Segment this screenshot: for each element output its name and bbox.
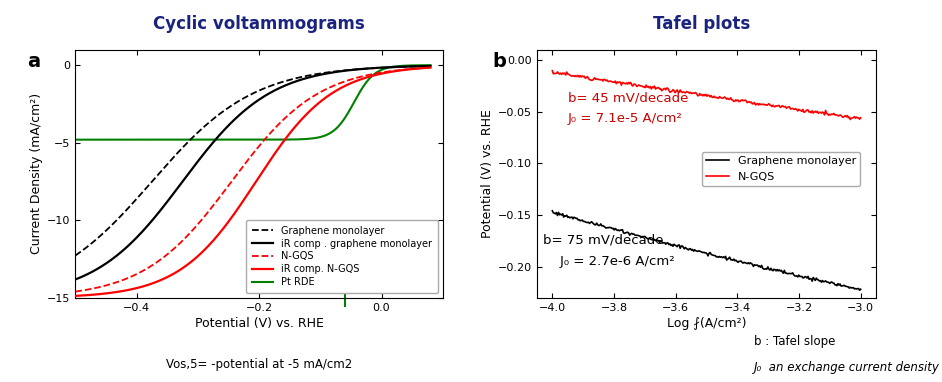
Text: a: a — [27, 52, 41, 71]
X-axis label: Log ⨏(A/cm²): Log ⨏(A/cm²) — [667, 317, 746, 330]
Text: J₀ = 2.7e-6 A/cm²: J₀ = 2.7e-6 A/cm² — [544, 254, 674, 267]
Legend: Graphene monolayer, iR comp . graphene monolayer, N-GQS, iR comp. N-GQS, Pt RDE: Graphene monolayer, iR comp . graphene m… — [246, 220, 438, 293]
Text: J₀  an exchange current density: J₀ an exchange current density — [754, 361, 939, 374]
Text: b: b — [493, 52, 507, 71]
Text: b= 75 mV/decade: b= 75 mV/decade — [544, 234, 663, 247]
Text: Vos,5= -potential at -5 mA/cm2: Vos,5= -potential at -5 mA/cm2 — [166, 358, 352, 371]
Legend: Graphene monolayer, N-GQS: Graphene monolayer, N-GQS — [702, 152, 860, 186]
Text: b= 45 mV/decade: b= 45 mV/decade — [568, 91, 689, 104]
Y-axis label: Potential (V) vs. RHE: Potential (V) vs. RHE — [480, 109, 494, 238]
Text: J₀ = 7.1e-5 A/cm²: J₀ = 7.1e-5 A/cm² — [568, 112, 683, 125]
Text: b : Tafel slope: b : Tafel slope — [754, 335, 835, 348]
X-axis label: Potential (V) vs. RHE: Potential (V) vs. RHE — [195, 317, 323, 330]
Text: Cyclic voltammograms: Cyclic voltammograms — [154, 15, 365, 33]
Text: Tafel plots: Tafel plots — [653, 15, 751, 33]
Y-axis label: Current Density (mA/cm²): Current Density (mA/cm²) — [30, 93, 43, 254]
